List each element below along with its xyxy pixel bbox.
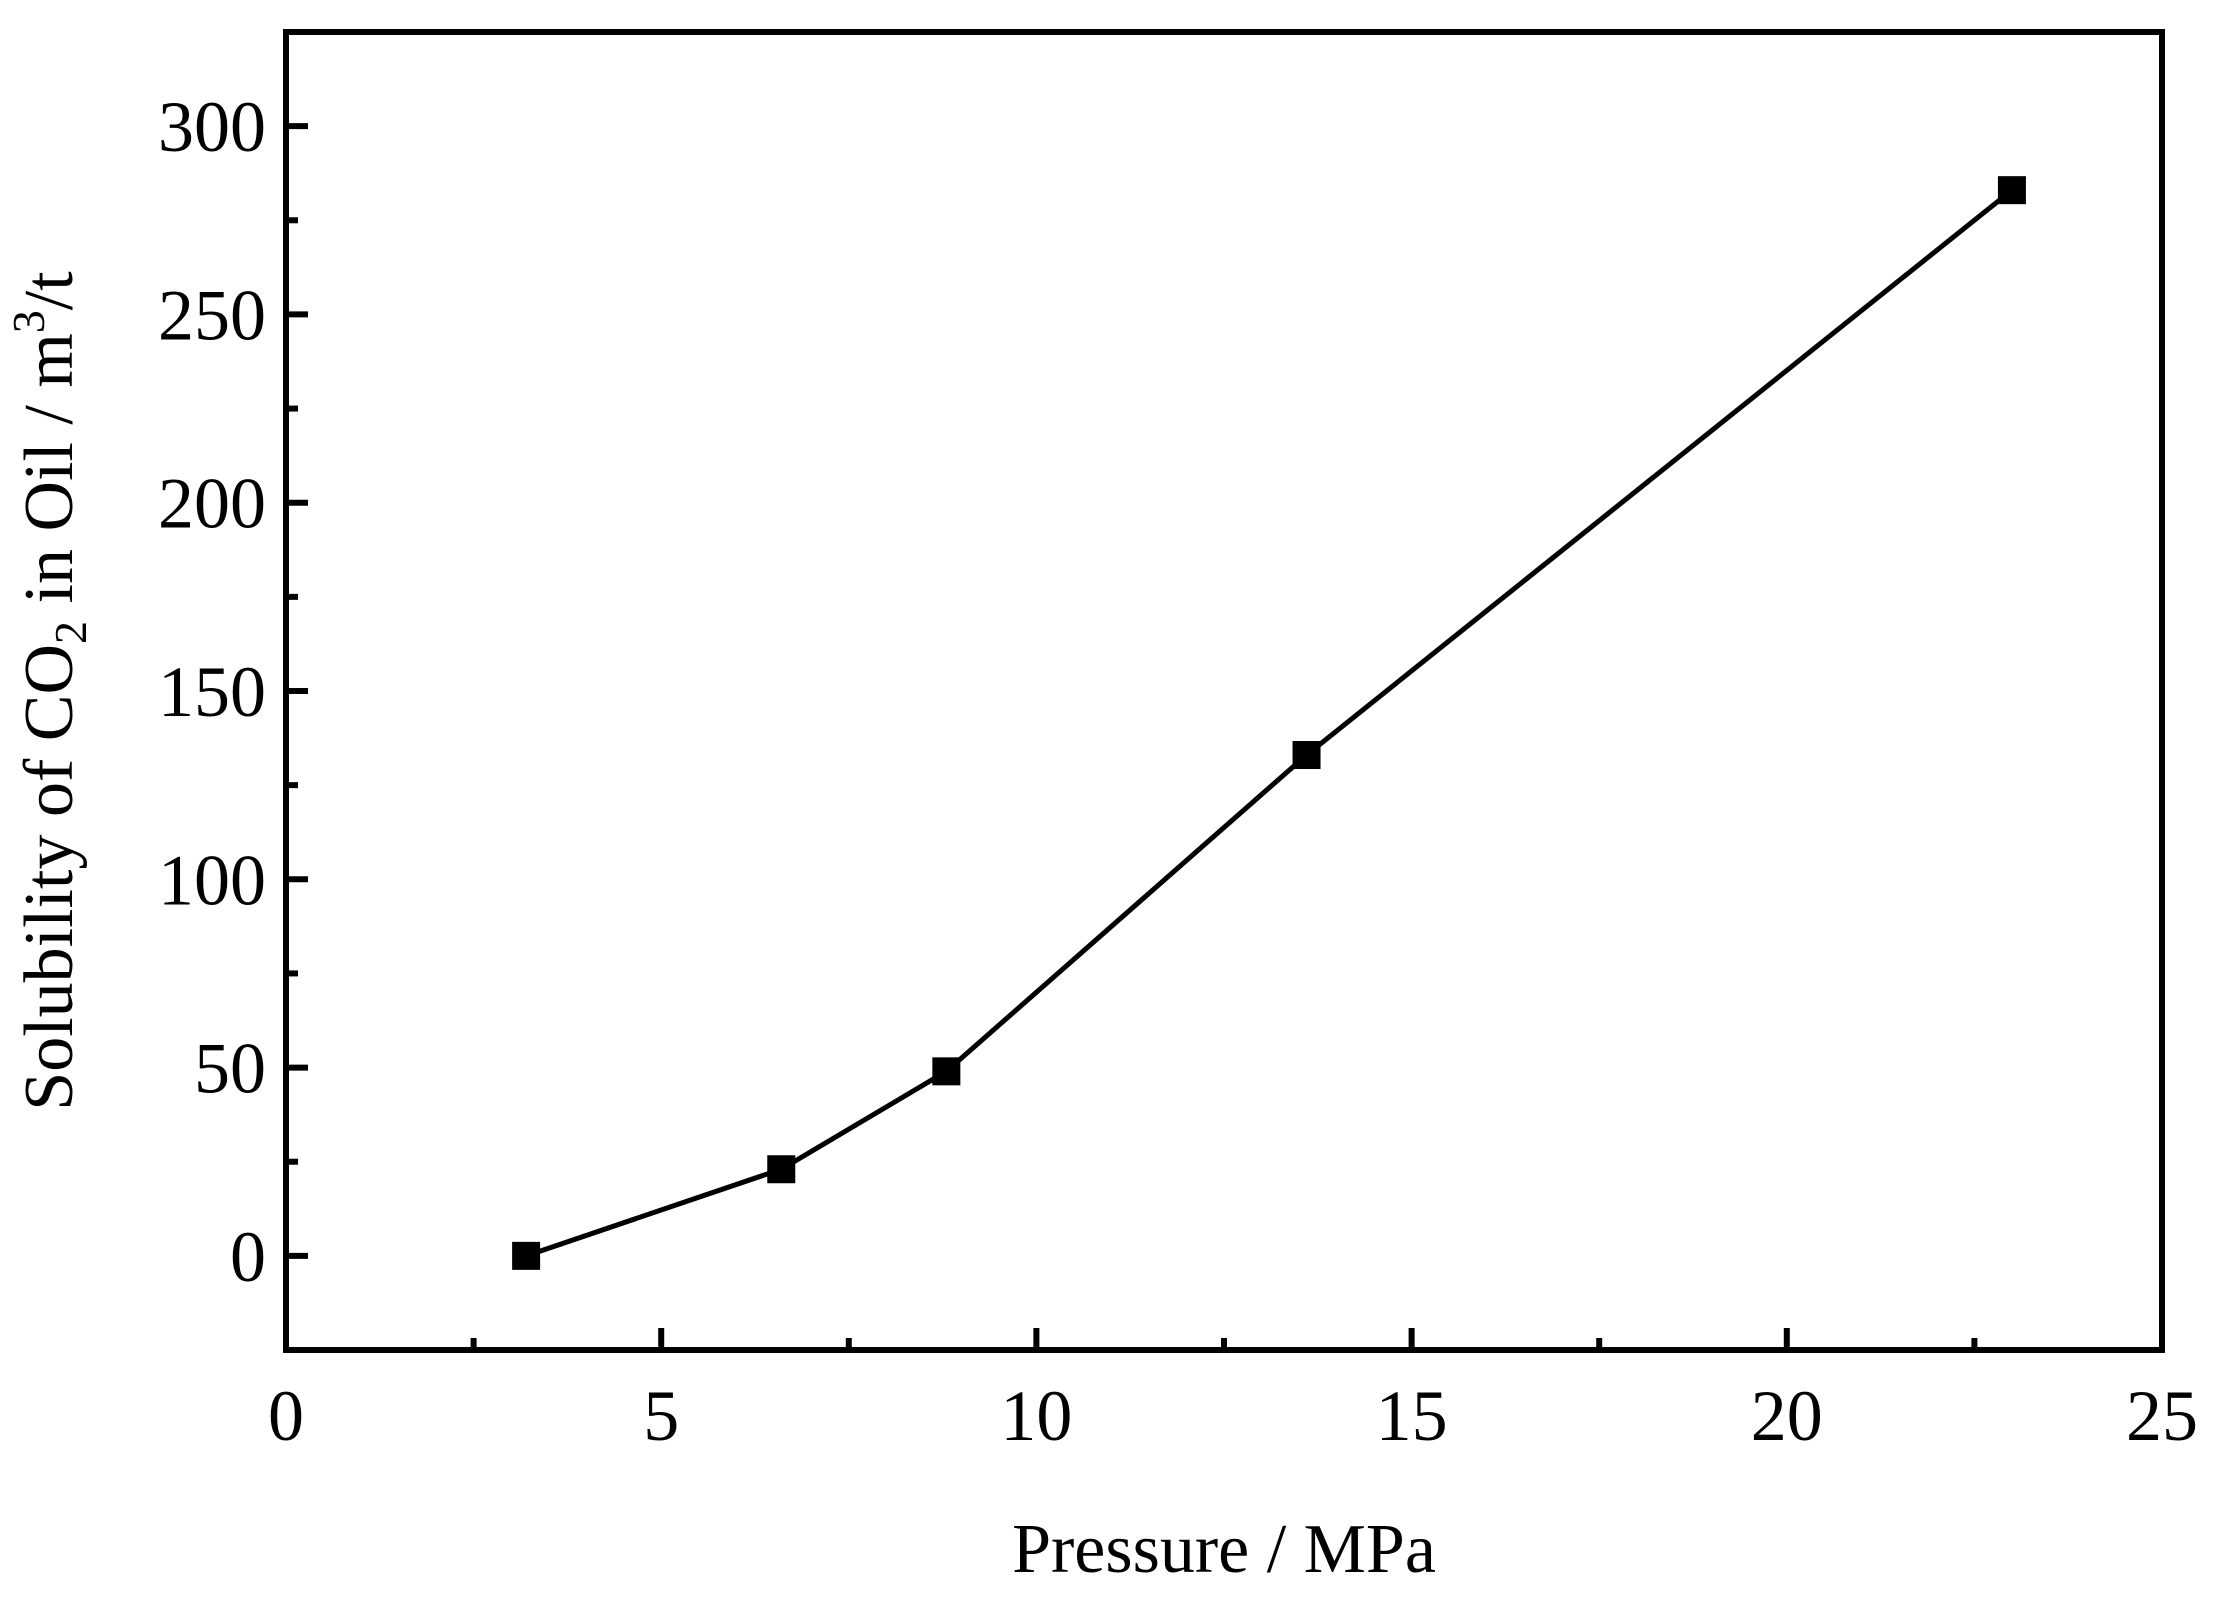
data-point-marker bbox=[1997, 176, 2026, 205]
series-line bbox=[525, 188, 2014, 1259]
x-tick-label: 25 bbox=[2126, 1376, 2198, 1456]
y-tick-label: 50 bbox=[194, 1029, 266, 1109]
y-tick-label: 200 bbox=[158, 464, 266, 544]
y-tick-label: 250 bbox=[158, 275, 266, 355]
y-axis-title-part: in Oil / m bbox=[11, 333, 88, 621]
x-tick-label: 10 bbox=[1000, 1376, 1072, 1456]
series-group bbox=[512, 176, 2026, 1270]
data-point-marker bbox=[932, 1057, 961, 1086]
y-tick-label: 0 bbox=[230, 1217, 266, 1297]
y-axis-title-subscript: 2 bbox=[45, 621, 96, 644]
x-tick-label: 5 bbox=[643, 1376, 679, 1456]
y-tick-label: 300 bbox=[158, 87, 266, 167]
plot-frame bbox=[283, 29, 2165, 1353]
y-tick-label: 100 bbox=[158, 840, 266, 920]
x-tick-label: 0 bbox=[268, 1376, 304, 1456]
data-point-marker bbox=[1292, 741, 1321, 770]
x-tick-label: 15 bbox=[1376, 1376, 1448, 1456]
y-axis-title: Solubility of CO2 in Oil / m3/t bbox=[3, 271, 96, 1111]
y-axis-title-part: /t bbox=[11, 271, 88, 310]
data-point-marker bbox=[767, 1155, 796, 1184]
y-tick-label: 150 bbox=[158, 652, 266, 732]
x-tick-label: 20 bbox=[1751, 1376, 1823, 1456]
y-axis-title-superscript: 3 bbox=[3, 310, 54, 333]
data-point-marker bbox=[512, 1241, 541, 1270]
x-axis-title: Pressure / MPa bbox=[1012, 1511, 1436, 1588]
y-axis-title-part: Solubility of CO bbox=[11, 644, 88, 1111]
axis-labels-group: Pressure / MPa Solubility of CO2 in Oil … bbox=[3, 271, 1436, 1588]
